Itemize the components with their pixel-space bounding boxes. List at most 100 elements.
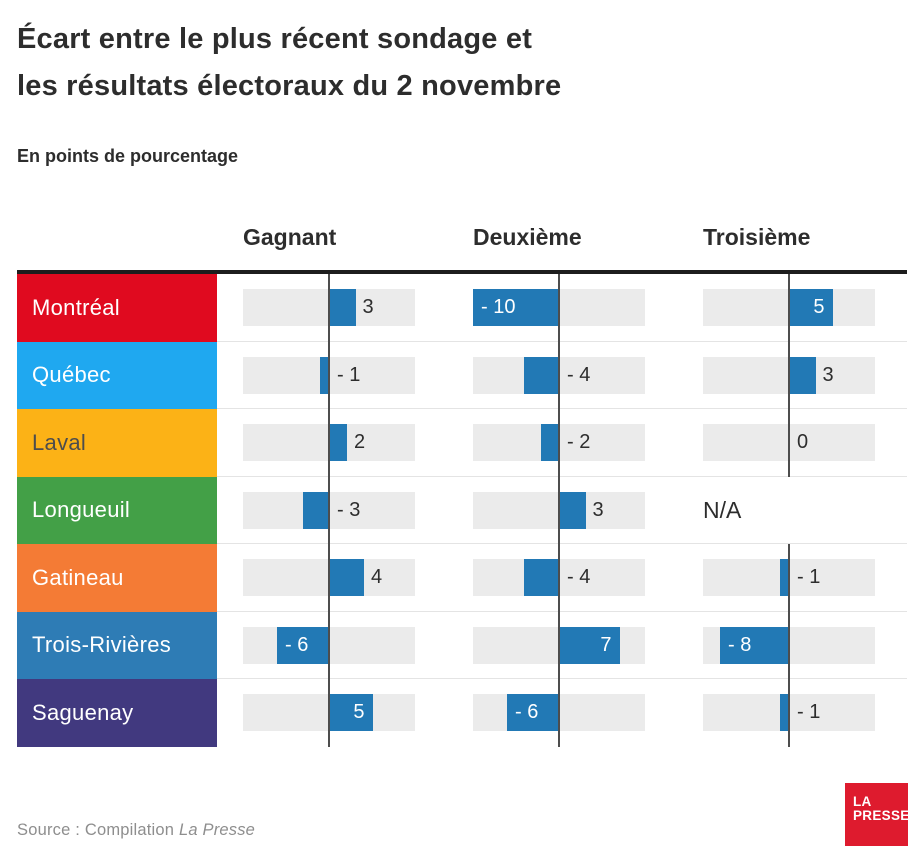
value-label: 2 [354, 431, 366, 454]
table-row: Trois-Rivières - 6 7 - 8 [17, 611, 907, 679]
row-label: Saguenay [17, 679, 217, 747]
zero-axis-line [558, 409, 560, 477]
value-label: 3 [362, 296, 374, 319]
source-prefix: Source : Compilation [17, 821, 179, 839]
value-bar: - 6 [277, 626, 328, 664]
value-bar [790, 356, 816, 394]
value-bar: - 10 [473, 289, 558, 327]
value-bar [302, 491, 328, 529]
value-label: - 4 [567, 566, 591, 589]
bar-cell: 5 [677, 274, 907, 342]
header-rule [17, 270, 907, 274]
row-label: Québec [17, 341, 217, 409]
bar-cell: - 3 [217, 476, 447, 544]
bar-cell: 3 [447, 476, 677, 544]
value-label: 3 [592, 498, 604, 521]
zero-axis-line [328, 341, 330, 409]
value-label: - 1 [337, 363, 361, 386]
zero-axis-line [788, 341, 790, 409]
value-label: - 1 [797, 701, 821, 724]
zero-axis-line [788, 409, 790, 477]
zero-axis-line [558, 679, 560, 747]
table-row: Québec - 1 - 4 3 [17, 341, 907, 409]
row-separator [217, 340, 907, 342]
zero-axis-line [558, 341, 560, 409]
source-publication: La Presse [178, 821, 256, 839]
value-bar [524, 559, 558, 597]
bar-cell: - 2 [447, 409, 677, 477]
bar-cell: - 1 [677, 679, 907, 747]
row-label: Montréal [17, 274, 217, 342]
value-bar [779, 559, 788, 597]
zero-axis-line [558, 544, 560, 612]
zero-axis-line [788, 274, 790, 342]
logo-line2: PRESSE [853, 808, 910, 823]
chart-table: Montréal 3 - 10 5 Québec - 1 - 4 3 Laval 2 - 2 0 Lon… [17, 274, 907, 747]
value-bar [779, 694, 788, 732]
row-separator [217, 408, 907, 409]
row-label: Gatineau [17, 544, 217, 612]
bar-cell: - 1 [677, 544, 907, 612]
table-row: Saguenay 5 - 6 - 1 [17, 679, 907, 747]
bar-cell: - 10 [447, 274, 677, 342]
zero-axis-line [788, 544, 790, 612]
bar-cell: - 4 [447, 544, 677, 612]
bar-cell: 5 [217, 679, 447, 747]
table-row: Laval 2 - 2 0 [17, 409, 907, 477]
na-label: N/A [703, 496, 742, 523]
table-row: Gatineau 4 - 4 - 1 [17, 544, 907, 612]
zero-axis-line [558, 476, 560, 544]
value-label: - 6 [515, 701, 539, 724]
zero-axis-line [328, 544, 330, 612]
bar-cell: 0 [677, 409, 907, 477]
value-label: 5 [813, 296, 825, 319]
table-row: Longueuil - 3 3 N/A [17, 476, 907, 545]
bar-cell: 3 [677, 341, 907, 409]
value-label: - 10 [481, 296, 516, 319]
value-label: 3 [822, 363, 834, 386]
value-bar [524, 356, 558, 394]
value-bar [319, 356, 328, 394]
value-label: - 2 [567, 431, 591, 454]
column-header-deuxieme: Deuxième [473, 224, 582, 250]
zero-axis-line [788, 679, 790, 747]
zero-axis-line [328, 611, 330, 679]
value-bar: - 8 [720, 626, 788, 664]
row-separator [217, 475, 907, 477]
row-label: Laval [17, 409, 217, 477]
bar-cell: - 4 [447, 341, 677, 409]
table-row: Montréal 3 - 10 5 [17, 274, 907, 342]
bar-cell: 2 [217, 409, 447, 477]
logo-line1: LA [853, 794, 872, 809]
zero-axis-line [328, 679, 330, 747]
bar-cell: 3 [217, 274, 447, 342]
lapresse-logo: LA PRESSE [845, 783, 910, 846]
row-label: Trois-Rivières [17, 611, 217, 679]
bar-cell: - 6 [217, 611, 447, 679]
value-bar [560, 491, 586, 529]
value-bar [330, 559, 364, 597]
value-bar: 5 [330, 694, 373, 732]
value-bar [541, 424, 558, 462]
bar-cell: - 1 [217, 341, 447, 409]
zero-axis-line [328, 476, 330, 544]
chart-subtitle: En points de pourcentage [17, 146, 239, 166]
zero-axis-line [558, 611, 560, 679]
value-bar [330, 424, 347, 462]
value-label: - 6 [285, 633, 309, 656]
value-bar: - 6 [507, 694, 558, 732]
column-header-troisieme: Troisième [703, 224, 811, 250]
row-label: Longueuil [17, 476, 217, 544]
row-separator [217, 543, 907, 544]
bar-cell: N/A [677, 477, 907, 545]
bar-cell: 4 [217, 544, 447, 612]
value-label: - 3 [337, 498, 361, 521]
value-label: 4 [371, 566, 383, 589]
bar-cell: 7 [447, 611, 677, 679]
chart-title: Écart entre le plus récent sondage et le… [17, 23, 562, 102]
source-note: Source : Compilation La Presse [17, 821, 255, 840]
value-bar [330, 289, 356, 327]
row-separator [217, 610, 907, 612]
zero-axis-line [788, 611, 790, 679]
